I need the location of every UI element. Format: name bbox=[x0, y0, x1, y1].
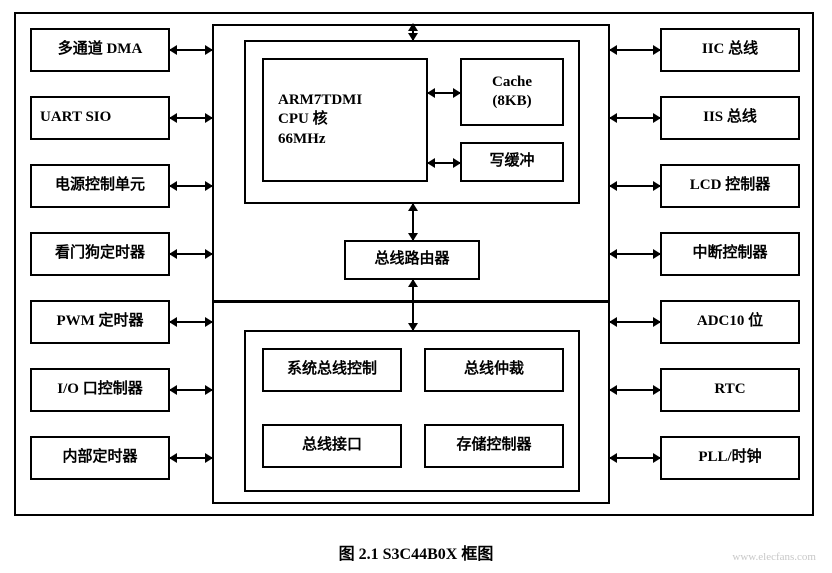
bus-arrow bbox=[170, 321, 212, 323]
cpu-core-line: 66MHz bbox=[278, 130, 325, 150]
right-block-label: RTC bbox=[714, 380, 745, 400]
bus-arrow bbox=[170, 185, 212, 187]
right-block: 中断控制器 bbox=[660, 232, 800, 276]
bus-arrow bbox=[610, 117, 660, 119]
bus-arrow bbox=[610, 321, 660, 323]
right-block: IIS 总线 bbox=[660, 96, 800, 140]
left-block-label: 电源控制单元 bbox=[55, 176, 145, 196]
bus-arbiter-block: 总线仲裁 bbox=[424, 348, 564, 392]
left-block: 电源控制单元 bbox=[30, 164, 170, 208]
cache-block: Cache(8KB) bbox=[460, 58, 564, 126]
write-buffer-block: 写缓冲 bbox=[460, 142, 564, 182]
right-block: IIC 总线 bbox=[660, 28, 800, 72]
right-block-label: ADC10 位 bbox=[697, 312, 763, 332]
right-block: ADC10 位 bbox=[660, 300, 800, 344]
right-block-label: IIC 总线 bbox=[702, 40, 758, 60]
cache-line: (8KB) bbox=[492, 92, 531, 112]
watermark-text: www.elecfans.com bbox=[732, 551, 816, 563]
right-block: PLL/时钟 bbox=[660, 436, 800, 480]
left-block-label: 看门狗定时器 bbox=[55, 244, 145, 264]
cache-line: Cache bbox=[492, 73, 532, 93]
left-block: PWM 定时器 bbox=[30, 300, 170, 344]
bus-arrow bbox=[170, 253, 212, 255]
right-block-label: PLL/时钟 bbox=[698, 448, 761, 468]
arrow bbox=[412, 280, 414, 330]
mem-ctrl-block: 存储控制器 bbox=[424, 424, 564, 468]
left-block-label: 多通道 DMA bbox=[58, 40, 143, 60]
arrow bbox=[428, 162, 460, 164]
right-block-label: IIS 总线 bbox=[703, 108, 757, 128]
left-block-label: PWM 定时器 bbox=[56, 312, 143, 332]
left-block: 多通道 DMA bbox=[30, 28, 170, 72]
figure-caption: 图 2.1 S3C44B0X 框图 bbox=[0, 540, 832, 564]
left-block-label: 内部定时器 bbox=[62, 448, 137, 468]
bus-arbiter-label: 总线仲裁 bbox=[464, 360, 524, 380]
sysbus-ctrl-block: 系统总线控制 bbox=[262, 348, 402, 392]
bus-arrow bbox=[170, 389, 212, 391]
right-block-label: 中断控制器 bbox=[692, 244, 767, 264]
cpu-core-line: ARM7TDMI bbox=[278, 91, 362, 111]
sysbus-ctrl-label: 系统总线控制 bbox=[287, 360, 377, 380]
cpu-core-block: ARM7TDMICPU 核66MHz bbox=[262, 58, 428, 182]
right-block: RTC bbox=[660, 368, 800, 412]
bus-router-block: 总线路由器 bbox=[344, 240, 480, 280]
bus-arrow bbox=[610, 253, 660, 255]
bus-arrow bbox=[610, 185, 660, 187]
left-block: 内部定时器 bbox=[30, 436, 170, 480]
arrow bbox=[412, 204, 414, 240]
bus-arrow bbox=[170, 117, 212, 119]
bus-router-label: 总线路由器 bbox=[374, 250, 449, 270]
cpu-core-line: CPU 核 bbox=[278, 110, 328, 130]
arrow bbox=[428, 92, 460, 94]
left-block: UART SIO bbox=[30, 96, 170, 140]
bus-arrow bbox=[170, 457, 212, 459]
bus-interface-block: 总线接口 bbox=[262, 424, 402, 468]
right-block-label: LCD 控制器 bbox=[690, 176, 770, 196]
left-block: 看门狗定时器 bbox=[30, 232, 170, 276]
bus-arrow bbox=[610, 389, 660, 391]
center-divider bbox=[212, 300, 610, 303]
right-block: LCD 控制器 bbox=[660, 164, 800, 208]
bus-arrow bbox=[610, 457, 660, 459]
bus-arrow bbox=[170, 49, 212, 51]
bus-arrow bbox=[610, 49, 660, 51]
left-block-label: I/O 口控制器 bbox=[57, 380, 142, 400]
write-buffer-label: 写缓冲 bbox=[489, 152, 534, 172]
mem-ctrl-label: 存储控制器 bbox=[456, 436, 531, 456]
left-block-label: UART SIO bbox=[40, 108, 111, 128]
arrow bbox=[412, 24, 414, 40]
left-block: I/O 口控制器 bbox=[30, 368, 170, 412]
bus-interface-label: 总线接口 bbox=[302, 436, 362, 456]
